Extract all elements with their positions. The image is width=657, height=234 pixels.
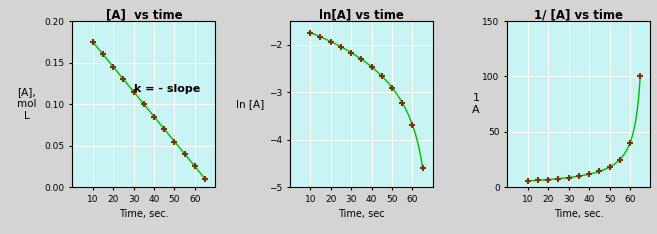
Text: ln [A]: ln [A] (236, 99, 264, 109)
Text: 1
A: 1 A (472, 93, 480, 115)
X-axis label: Time, sec.: Time, sec. (554, 209, 604, 219)
Text: k = - slope: k = - slope (133, 84, 200, 94)
X-axis label: Time, sec.: Time, sec. (119, 209, 169, 219)
Text: [A],
mol
L: [A], mol L (16, 88, 36, 121)
Title: ln[A] vs time: ln[A] vs time (319, 8, 404, 21)
Title: [A]  vs time: [A] vs time (106, 8, 182, 21)
Title: 1/ [A] vs time: 1/ [A] vs time (534, 8, 623, 21)
X-axis label: Time, sec: Time, sec (338, 209, 384, 219)
